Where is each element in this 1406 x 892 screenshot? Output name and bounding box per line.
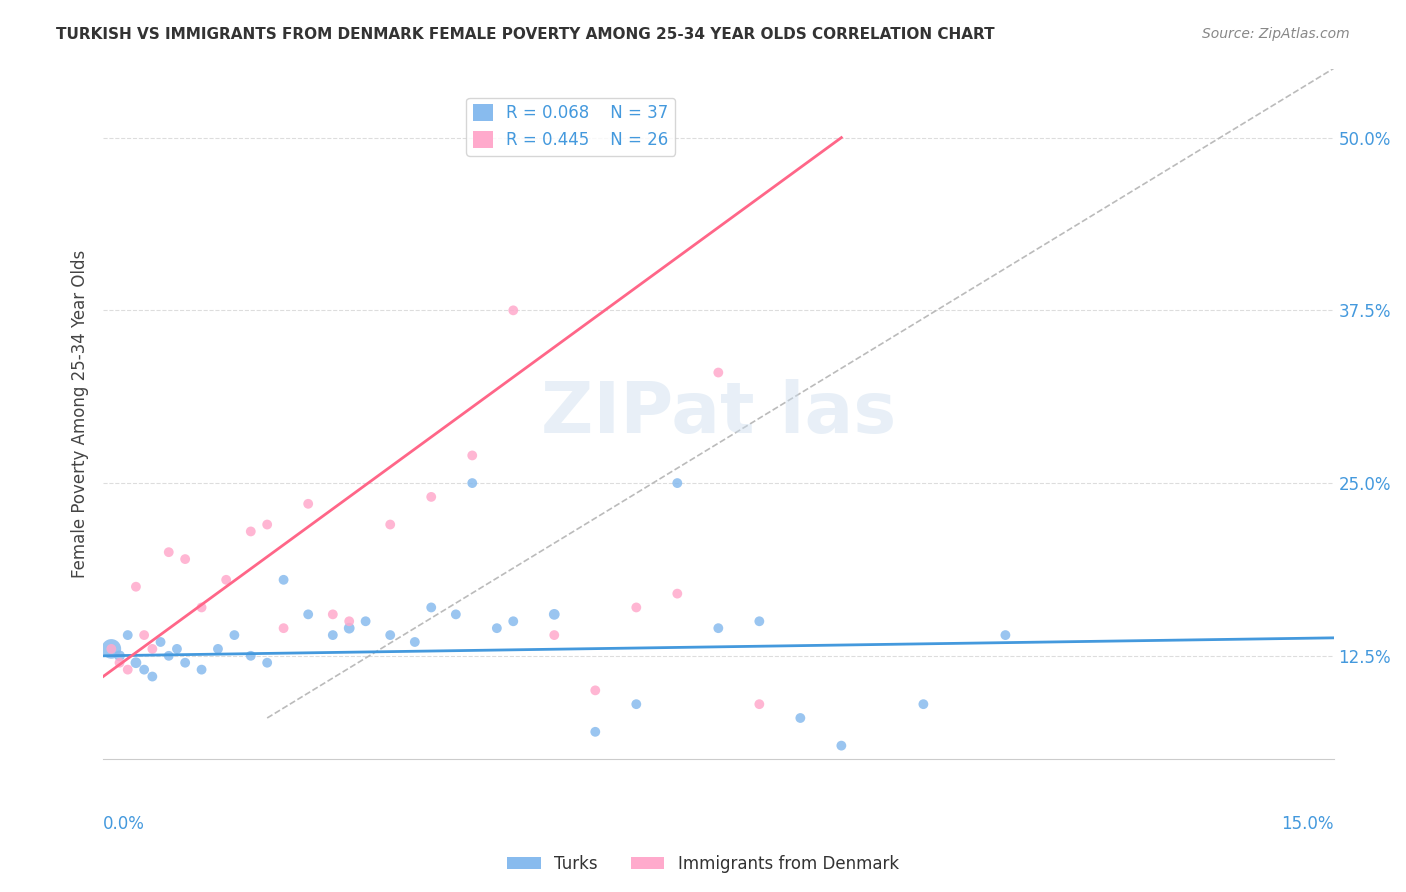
Text: 15.0%: 15.0% — [1281, 814, 1333, 833]
Point — [256, 517, 278, 532]
Point — [108, 648, 131, 663]
Point — [748, 697, 770, 711]
Point — [224, 628, 246, 642]
Point — [502, 614, 524, 628]
Point — [190, 663, 212, 677]
Point — [337, 621, 360, 635]
Point — [626, 600, 648, 615]
Point — [789, 711, 811, 725]
Point — [239, 524, 262, 539]
Point — [912, 697, 935, 711]
Point — [707, 366, 730, 380]
Point — [543, 628, 565, 642]
Text: TURKISH VS IMMIGRANTS FROM DENMARK FEMALE POVERTY AMONG 25-34 YEAR OLDS CORRELAT: TURKISH VS IMMIGRANTS FROM DENMARK FEMAL… — [56, 27, 995, 42]
Point — [485, 621, 508, 635]
Point — [994, 628, 1017, 642]
Point — [166, 641, 188, 656]
Point — [666, 587, 689, 601]
Point — [174, 552, 197, 566]
Point — [748, 614, 770, 628]
Point — [297, 497, 319, 511]
Point — [297, 607, 319, 622]
Point — [256, 656, 278, 670]
Point — [404, 635, 426, 649]
Point — [134, 663, 156, 677]
Point — [134, 628, 156, 642]
Point — [354, 614, 377, 628]
Point — [502, 303, 524, 318]
Point — [117, 628, 139, 642]
Point — [273, 621, 295, 635]
Point — [108, 656, 131, 670]
Point — [141, 669, 163, 683]
Point — [100, 641, 122, 656]
Point — [157, 545, 180, 559]
Point — [141, 641, 163, 656]
Text: ZIPat las: ZIPat las — [541, 379, 896, 449]
Text: Source: ZipAtlas.com: Source: ZipAtlas.com — [1202, 27, 1350, 41]
Point — [626, 697, 648, 711]
Point — [239, 648, 262, 663]
Point — [273, 573, 295, 587]
Point — [707, 621, 730, 635]
Point — [380, 517, 402, 532]
Point — [337, 614, 360, 628]
Point — [157, 648, 180, 663]
Point — [125, 656, 148, 670]
Point — [322, 607, 344, 622]
Point — [322, 628, 344, 642]
Point — [444, 607, 467, 622]
Text: 0.0%: 0.0% — [103, 814, 145, 833]
Point — [543, 607, 565, 622]
Point — [666, 476, 689, 491]
Point — [830, 739, 852, 753]
Point — [380, 628, 402, 642]
Point — [149, 635, 172, 649]
Point — [215, 573, 238, 587]
Point — [100, 641, 122, 656]
Point — [125, 580, 148, 594]
Point — [583, 724, 606, 739]
Point — [583, 683, 606, 698]
Legend: R = 0.068    N = 37, R = 0.445    N = 26: R = 0.068 N = 37, R = 0.445 N = 26 — [467, 97, 675, 155]
Point — [461, 449, 484, 463]
Point — [420, 490, 443, 504]
Point — [420, 600, 443, 615]
Point — [207, 641, 229, 656]
Point — [174, 656, 197, 670]
Point — [190, 600, 212, 615]
Y-axis label: Female Poverty Among 25-34 Year Olds: Female Poverty Among 25-34 Year Olds — [72, 250, 89, 578]
Legend: Turks, Immigrants from Denmark: Turks, Immigrants from Denmark — [501, 848, 905, 880]
Point — [461, 476, 484, 491]
Point — [117, 663, 139, 677]
